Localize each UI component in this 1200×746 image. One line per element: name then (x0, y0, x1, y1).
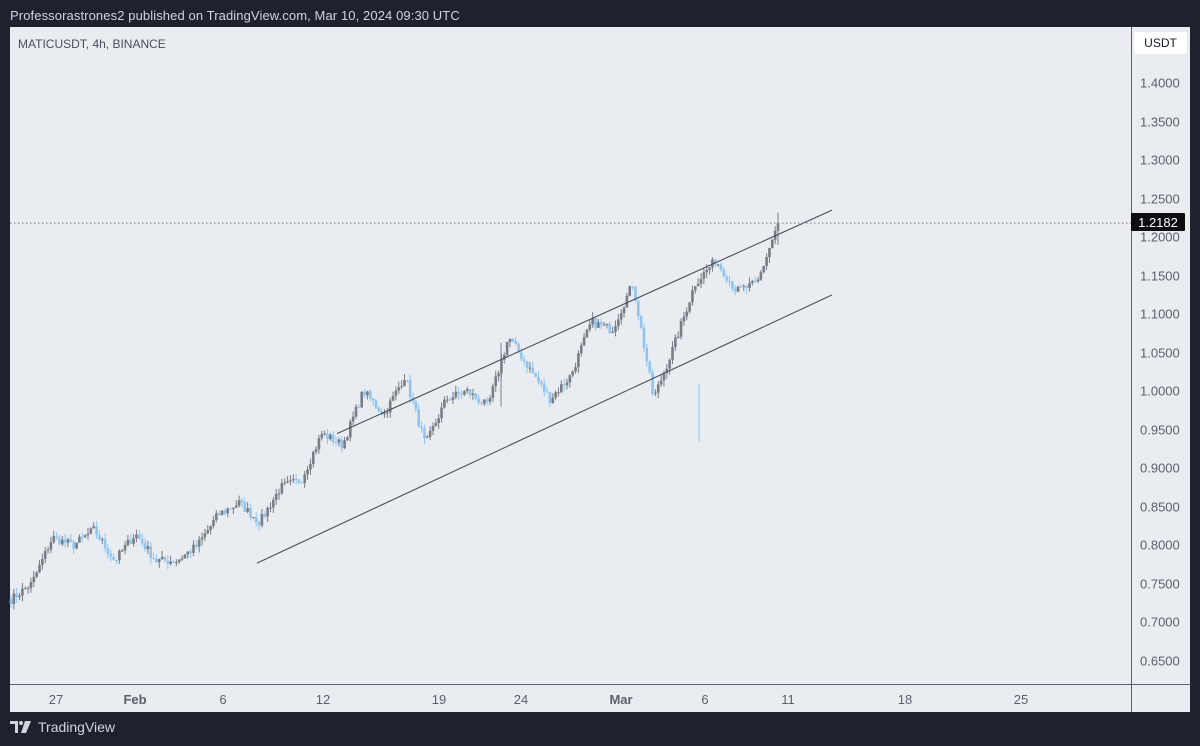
price-tick: 1.2000 (1140, 229, 1180, 245)
price-tick: 1.2500 (1140, 191, 1180, 207)
time-tick: Mar (609, 692, 633, 707)
time-tick: 18 (897, 692, 913, 707)
time-tick: 24 (513, 692, 529, 707)
axis-corner (1131, 684, 1191, 712)
price-tick: 1.1500 (1140, 268, 1180, 284)
time-tick: 11 (781, 692, 795, 707)
time-tick: 25 (1013, 692, 1029, 707)
price-tick: 1.3000 (1140, 152, 1180, 168)
price-tick: 0.6500 (1140, 653, 1180, 669)
time-tick: Feb (123, 692, 147, 707)
price-tick: 1.1000 (1140, 306, 1180, 322)
price-axis[interactable] (1131, 27, 1191, 684)
time-tick: 27 (48, 692, 64, 707)
tradingview-brand: TradingView (10, 719, 115, 735)
currency-button[interactable]: USDT (1134, 32, 1187, 54)
price-tick: 0.7500 (1140, 576, 1180, 592)
price-tick: 1.3500 (1140, 114, 1180, 130)
price-tick: 1.0000 (1140, 383, 1180, 399)
price-tick: 1.0500 (1140, 345, 1180, 361)
price-tick: 0.8500 (1140, 499, 1180, 515)
time-tick: 19 (431, 692, 447, 707)
price-tick: 0.9000 (1140, 460, 1180, 476)
time-axis[interactable] (10, 684, 1131, 712)
last-price-badge: 1.2182 (1131, 213, 1185, 231)
symbol-label: MATICUSDT, 4h, BINANCE (18, 37, 166, 51)
time-tick: 6 (701, 692, 709, 707)
time-tick: 12 (315, 692, 331, 707)
publication-caption: Professorastrones2 published on TradingV… (10, 8, 460, 23)
brand-label: TradingView (38, 719, 116, 735)
tradingview-logo-icon (10, 721, 31, 733)
price-tick: 0.8000 (1140, 537, 1180, 553)
price-tick: 0.9500 (1140, 422, 1180, 438)
price-tick: 0.7000 (1140, 614, 1180, 630)
channel-lower-line[interactable] (256, 294, 833, 564)
time-tick: 6 (219, 692, 227, 707)
chart-frame[interactable] (10, 27, 1190, 712)
price-tick: 1.4000 (1140, 75, 1180, 91)
channel-upper-line[interactable] (336, 209, 833, 435)
